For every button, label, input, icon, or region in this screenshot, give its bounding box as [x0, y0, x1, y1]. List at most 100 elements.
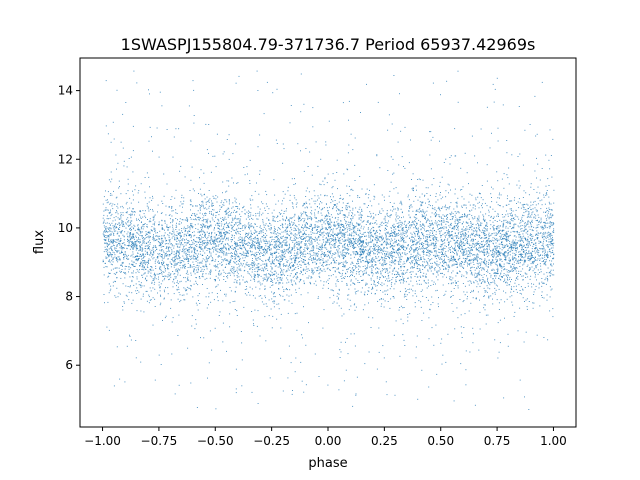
scatter-point — [283, 289, 285, 291]
scatter-point — [234, 197, 236, 199]
scatter-point — [515, 277, 517, 279]
scatter-point — [486, 240, 488, 242]
scatter-point — [171, 210, 173, 212]
scatter-point — [280, 225, 282, 226]
scatter-point — [169, 214, 171, 216]
scatter-point — [147, 253, 149, 255]
scatter-point — [351, 224, 353, 226]
scatter-point — [506, 236, 508, 237]
scatter-point — [216, 250, 218, 252]
scatter-point — [545, 237, 547, 239]
scatter-point — [285, 265, 287, 267]
scatter-point — [288, 243, 290, 245]
scatter-point — [334, 245, 336, 247]
scatter-point — [297, 227, 299, 229]
scatter-point — [372, 266, 374, 268]
scatter-point — [415, 357, 417, 359]
scatter-point — [200, 209, 201, 211]
scatter-point — [531, 235, 533, 237]
scatter-point — [532, 307, 534, 309]
scatter-point — [376, 154, 378, 156]
scatter-point — [528, 270, 530, 271]
scatter-point — [258, 231, 260, 233]
scatter-point — [309, 203, 311, 205]
scatter-point — [214, 243, 216, 245]
scatter-point — [399, 216, 400, 218]
scatter-point — [489, 220, 491, 222]
scatter-point — [420, 301, 422, 303]
scatter-point — [142, 268, 144, 270]
scatter-point — [473, 281, 475, 283]
scatter-point — [265, 239, 267, 241]
scatter-point — [443, 219, 445, 221]
scatter-point — [134, 211, 136, 213]
scatter-point — [144, 248, 146, 250]
scatter-point — [303, 211, 305, 213]
scatter-point — [494, 237, 496, 239]
scatter-point — [356, 271, 358, 273]
scatter-point — [542, 245, 544, 247]
scatter-point — [391, 253, 392, 255]
scatter-point — [252, 214, 254, 216]
scatter-point — [217, 227, 219, 229]
scatter-point — [381, 257, 383, 259]
scatter-point — [547, 234, 549, 236]
scatter-point — [112, 254, 113, 256]
scatter-point — [257, 268, 259, 270]
scatter-point — [388, 195, 390, 197]
scatter-point — [210, 243, 212, 245]
scatter-point — [466, 233, 468, 235]
scatter-point — [540, 208, 542, 210]
scatter-point — [484, 282, 486, 284]
scatter-point — [142, 266, 144, 268]
scatter-point — [132, 208, 134, 210]
scatter-point — [219, 222, 221, 224]
scatter-point — [510, 249, 512, 251]
scatter-point — [479, 280, 481, 282]
scatter-point — [285, 249, 287, 251]
scatter-point — [329, 222, 331, 224]
scatter-point — [215, 198, 217, 200]
scatter-point — [386, 240, 388, 242]
scatter-point — [350, 274, 351, 276]
scatter-point — [516, 244, 518, 246]
scatter-point — [236, 211, 237, 213]
scatter-point — [172, 260, 174, 262]
scatter-point — [115, 230, 117, 232]
scatter-point — [477, 291, 479, 293]
scatter-point — [484, 230, 486, 232]
scatter-point — [250, 235, 252, 237]
scatter-point — [233, 237, 235, 239]
scatter-point — [300, 279, 302, 280]
scatter-point — [330, 234, 332, 236]
scatter-point — [254, 229, 256, 231]
scatter-point — [253, 273, 255, 275]
scatter-point — [210, 213, 212, 215]
scatter-point — [323, 220, 325, 222]
scatter-point — [215, 279, 216, 280]
scatter-point — [389, 244, 391, 245]
scatter-point — [400, 246, 401, 248]
scatter-point — [231, 217, 233, 219]
scatter-point — [300, 150, 301, 152]
scatter-point — [296, 241, 298, 243]
scatter-point — [266, 251, 268, 253]
scatter-point — [392, 296, 394, 298]
scatter-point — [349, 234, 351, 236]
scatter-point — [482, 219, 484, 221]
scatter-point — [236, 282, 238, 284]
scatter-point — [368, 259, 370, 261]
scatter-point — [386, 243, 388, 245]
scatter-point — [292, 269, 294, 271]
scatter-point — [284, 239, 286, 241]
scatter-point — [448, 247, 450, 249]
scatter-point — [352, 207, 354, 209]
scatter-point — [403, 223, 405, 225]
scatter-point — [546, 192, 548, 194]
scatter-point — [282, 218, 284, 220]
scatter-point — [544, 233, 546, 235]
scatter-point — [407, 316, 409, 318]
scatter-point — [365, 271, 367, 273]
scatter-point — [488, 295, 490, 297]
scatter-point — [442, 240, 444, 242]
